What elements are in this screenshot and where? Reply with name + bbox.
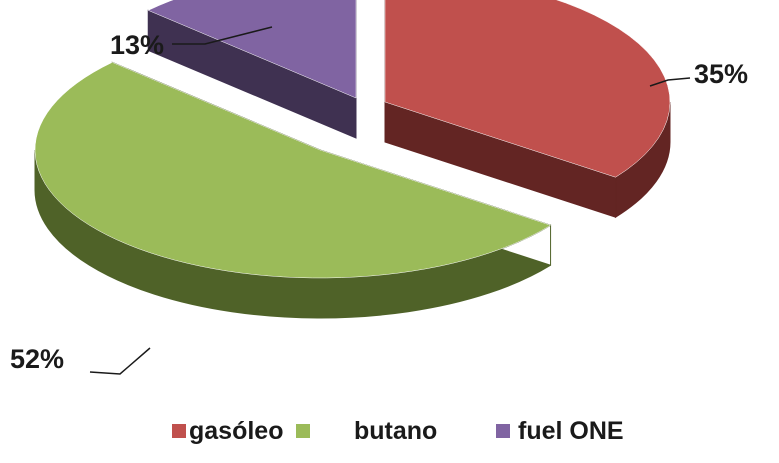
legend-swatch-gasoleo [172,424,186,438]
leader-line-butano [89,347,151,375]
data-label-butano: 52% [10,344,64,374]
leader-line-gas-leo [649,77,691,87]
slice-butano [34,62,552,279]
slice-gas-leo [384,0,671,178]
legend-label-gasoleo: gasóleo [189,417,283,445]
pie-slices [34,0,671,319]
data-label-gasoleo: 35% [694,59,748,89]
legend: gasóleo butano fuel ONE [172,417,624,445]
leader-lines [89,26,691,375]
legend-swatch-butano [296,424,310,438]
legend-label-butano: butano [354,417,437,445]
leader-line-fuel-one [172,26,273,45]
legend-swatch-fuel-one [496,424,510,438]
legend-label-fuel-one: fuel ONE [518,417,624,445]
slice-fuel-one [147,0,357,99]
data-label-fuel-one: 13% [110,30,164,60]
